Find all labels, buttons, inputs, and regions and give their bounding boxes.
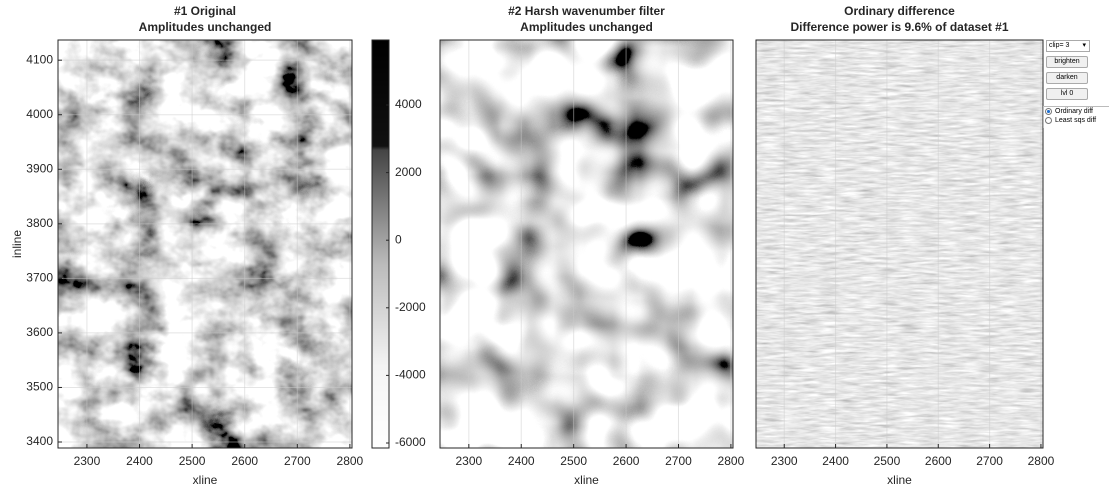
- popup-arrow: ▾: [1082, 41, 1086, 51]
- radio-dot: [1045, 108, 1052, 115]
- seismic-image: [58, 40, 352, 448]
- y-tick-label: 3600: [26, 325, 53, 339]
- x-axis-label: xline: [574, 473, 599, 487]
- y-tick-label: 3800: [26, 216, 53, 230]
- x-tick-label: 2400: [126, 454, 153, 468]
- x-tick-label: 2500: [179, 454, 206, 468]
- panel-title: #2 Harsh wavenumber filter: [508, 4, 665, 18]
- radio-option[interactable]: Least sqs diff: [1044, 116, 1109, 125]
- figure: #1 Original Amplitudes unchanged 2300 2400 2…: [0, 0, 1109, 492]
- x-tick-label: 2400: [822, 454, 849, 468]
- x-tick-label: 2700: [665, 454, 692, 468]
- button[interactable]: darken: [1046, 72, 1088, 84]
- radio-group: Ordinary diff Least sqs diff: [1043, 106, 1109, 128]
- x-tick-label: 2500: [874, 454, 901, 468]
- x-tick-label: 2400: [508, 454, 535, 468]
- panel-title: Ordinary difference: [844, 4, 955, 18]
- colorbar-tick-label: 4000: [395, 97, 422, 111]
- x-tick-label: 2300: [771, 454, 798, 468]
- button[interactable]: lvl 0: [1046, 88, 1088, 100]
- colorbar-tick-label: 0: [395, 232, 402, 246]
- x-tick-label: 2300: [455, 454, 482, 468]
- x-tick-label: 2300: [74, 454, 101, 468]
- panel-title: Difference power is 9.6% of dataset #1: [790, 20, 1008, 34]
- x-tick-label: 2800: [337, 454, 364, 468]
- x-tick-label: 2500: [560, 454, 587, 468]
- colorbar-tick-label: 2000: [395, 165, 422, 179]
- x-tick-label: 2700: [976, 454, 1003, 468]
- colorbar-tick-label: -2000: [395, 300, 426, 314]
- x-tick-label: 2600: [231, 454, 258, 468]
- y-axis-label: inline: [10, 230, 24, 258]
- y-tick-label: 3500: [26, 380, 53, 394]
- colorbar-tick-label: -4000: [395, 368, 426, 382]
- radio-dot: [1045, 117, 1052, 124]
- y-tick-label: 3700: [26, 271, 53, 285]
- x-tick-label: 2700: [284, 454, 311, 468]
- x-tick-label: 2600: [925, 454, 952, 468]
- y-tick-label: 3400: [26, 434, 53, 448]
- panel-title: Amplitudes unchanged: [520, 20, 653, 34]
- radio-label: Least sqs diff: [1055, 117, 1096, 124]
- x-tick-label: 2800: [718, 454, 745, 468]
- clip-popup[interactable]: clip= 3 ▾: [1046, 40, 1090, 52]
- figure-window: #1 Original Amplitudes unchanged 2300 2400 2…: [0, 0, 1109, 492]
- x-axis-label: xline: [887, 473, 912, 487]
- seismic-image: [440, 40, 733, 448]
- seismic-image: [756, 40, 1043, 448]
- y-tick-label: 4100: [26, 52, 53, 66]
- x-tick-label: 2800: [1028, 454, 1055, 468]
- colorbar-tick-label: -6000: [395, 435, 426, 449]
- popup-label: clip= 3: [1049, 42, 1069, 49]
- x-axis-label: xline: [193, 473, 218, 487]
- radio-label: Ordinary diff: [1055, 108, 1093, 115]
- colorbar: [372, 40, 389, 448]
- button[interactable]: brighten: [1046, 56, 1088, 68]
- x-tick-label: 2600: [613, 454, 640, 468]
- y-tick-label: 3900: [26, 161, 53, 175]
- y-tick-label: 4000: [26, 107, 53, 121]
- panel-title: #1 Original: [174, 4, 236, 18]
- radio-option[interactable]: Ordinary diff: [1044, 107, 1109, 116]
- panel-title: Amplitudes unchanged: [139, 20, 272, 34]
